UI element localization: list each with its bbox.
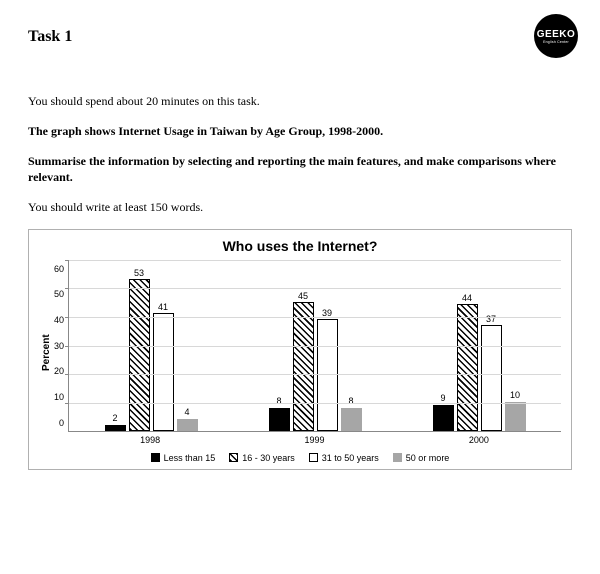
legend-label: 16 - 30 years: [242, 453, 295, 463]
bar: 53: [129, 279, 150, 431]
y-tickmark: [65, 288, 69, 289]
bar: 44: [457, 304, 478, 430]
bar: 41: [153, 313, 174, 431]
task-title: Task 1: [28, 28, 72, 46]
logo-main-text: GEEKO: [537, 29, 576, 40]
legend-item: 31 to 50 years: [309, 453, 379, 463]
bar: 9: [433, 405, 454, 431]
bar-value-label: 37: [486, 314, 496, 324]
bar-value-label: 4: [185, 407, 190, 417]
chart-legend: Less than 15 16 - 30 years 31 to 50 years 5…: [39, 453, 561, 463]
bar-value-label: 44: [462, 293, 472, 303]
legend-label: 31 to 50 years: [322, 453, 379, 463]
y-axis-label: Percent: [39, 260, 54, 445]
bar-value-label: 9: [441, 393, 446, 403]
bar: 8: [269, 408, 290, 431]
logo-sub-text: English Center: [543, 40, 569, 44]
y-tick: 20: [54, 366, 64, 376]
chart-title: Who uses the Internet?: [39, 238, 561, 254]
instruction-summarise: Summarise the information by selecting a…: [28, 153, 572, 185]
legend-label: Less than 15: [164, 453, 216, 463]
y-tickmark: [65, 374, 69, 375]
y-tickmark: [65, 346, 69, 347]
y-tick: 60: [54, 264, 64, 274]
legend-item: Less than 15: [151, 453, 216, 463]
y-tickmark: [65, 260, 69, 261]
gridline: [69, 260, 561, 261]
plot-area: 2534148453989443710: [68, 260, 561, 432]
bar-value-label: 2: [113, 413, 118, 423]
bar: 10: [505, 402, 526, 431]
bar: 8: [341, 408, 362, 431]
legend-item: 16 - 30 years: [229, 453, 295, 463]
chart-container: Who uses the Internet? Percent 605040302…: [28, 229, 572, 470]
logo-badge: GEEKO English Center: [534, 14, 578, 58]
y-tickmark: [65, 317, 69, 318]
x-axis-labels: 199819992000: [68, 435, 561, 445]
y-tick: 40: [54, 315, 64, 325]
bar-value-label: 10: [510, 390, 520, 400]
gridline: [69, 403, 561, 404]
bar-value-label: 8: [349, 396, 354, 406]
legend-swatch: [151, 453, 160, 462]
y-tickmark: [65, 403, 69, 404]
y-tick: 30: [54, 341, 64, 351]
legend-item: 50 or more: [393, 453, 450, 463]
y-tick: 10: [54, 392, 64, 402]
y-tick: 50: [54, 289, 64, 299]
instruction-time: You should spend about 20 minutes on thi…: [28, 94, 572, 109]
bar: 45: [293, 302, 314, 431]
bar-value-label: 8: [277, 396, 282, 406]
gridline: [69, 346, 561, 347]
x-tick-label: 1998: [68, 435, 232, 445]
bar: 2: [105, 425, 126, 431]
gridline: [69, 317, 561, 318]
bar-value-label: 41: [158, 302, 168, 312]
instruction-topic: The graph shows Internet Usage in Taiwan…: [28, 123, 572, 139]
x-tick-label: 1999: [232, 435, 396, 445]
legend-swatch: [229, 453, 238, 462]
y-tick: 0: [59, 418, 64, 428]
x-tick-label: 2000: [397, 435, 561, 445]
bar-value-label: 53: [134, 268, 144, 278]
instruction-wordcount: You should write at least 150 words.: [28, 200, 572, 215]
gridline: [69, 288, 561, 289]
bar-value-label: 45: [298, 291, 308, 301]
bar: 37: [481, 325, 502, 431]
legend-swatch: [393, 453, 402, 462]
legend-swatch: [309, 453, 318, 462]
legend-label: 50 or more: [406, 453, 450, 463]
gridline: [69, 374, 561, 375]
bar: 4: [177, 419, 198, 430]
